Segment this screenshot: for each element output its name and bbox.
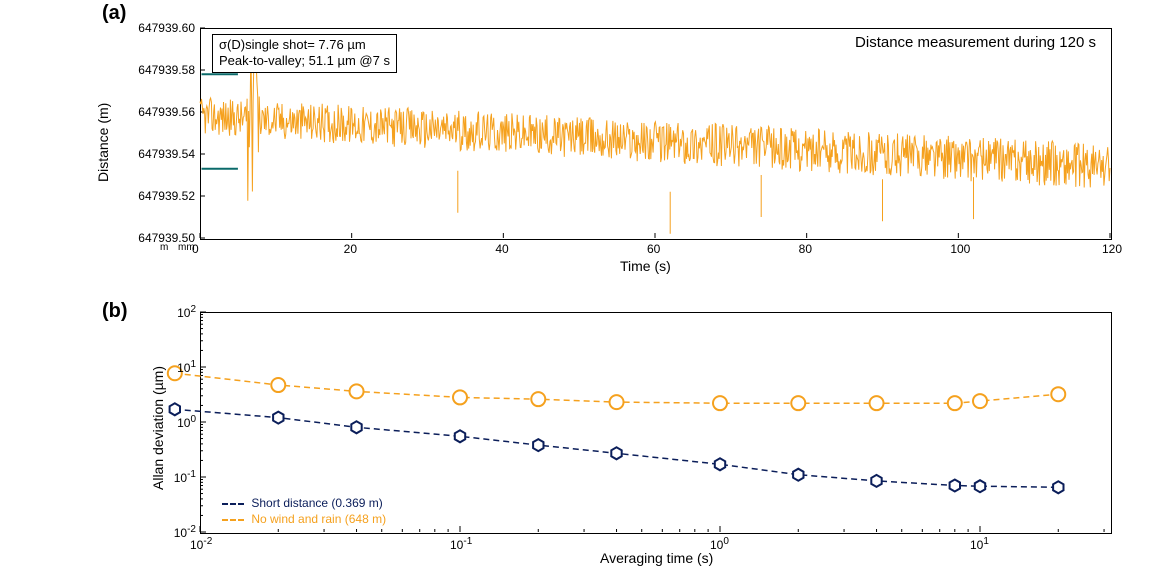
panel-a-y-title: Distance (m): [95, 103, 111, 182]
panel-b-x-title: Averaging time (s): [600, 550, 713, 566]
panel-a-annotation-box: σ(D)single shot= 7.76 µm Peak-to-valley;…: [212, 34, 397, 73]
panel-b-ytick: 102: [162, 304, 196, 320]
panel-a-xtick: 20: [344, 242, 357, 256]
panel-b-xtick: 100: [710, 536, 729, 552]
panel-a-ytick: 647939.50: [125, 231, 195, 245]
panel-a-ytick: 647939.58: [125, 63, 195, 77]
panel-a-sigma-text: σ(D)single shot= 7.76 µm: [219, 37, 366, 52]
panel-b-ytick: 101: [162, 359, 196, 375]
panel-a-xtick: 120: [1102, 242, 1122, 256]
panel-a-label: (a): [102, 2, 126, 25]
panel-a-x-title: Time (s): [620, 258, 671, 274]
legend-no-wind: No wind and rain (648 m): [222, 512, 386, 526]
panel-b-xtick: 101: [970, 536, 989, 552]
panel-a-title-right: Distance measurement during 120 s: [855, 34, 1096, 51]
legend-nowind-label: No wind and rain (648 m): [251, 512, 386, 526]
panel-a-xtick: 100: [950, 242, 970, 256]
legend-short-distance: Short distance (0.369 m): [222, 496, 383, 510]
legend-short-label: Short distance (0.369 m): [251, 496, 382, 510]
panel-a-ytick: 647939.52: [125, 189, 195, 203]
panel-a-ytick: 647939.54: [125, 147, 195, 161]
panel-b-ytick: 10-2: [162, 524, 196, 540]
panel-a-ptv-text: Peak-to-valley; 51.1 µm @7 s: [219, 53, 390, 68]
legend-dash-icon: [222, 503, 244, 505]
panel-a-ytick: 647939.56: [125, 105, 195, 119]
panel-b-xtick: 10-1: [450, 536, 472, 552]
panel-a-xtick: 60: [647, 242, 660, 256]
panel-b-ytick: 100: [162, 414, 196, 430]
panel-a-xtick: 40: [495, 242, 508, 256]
panel-b-ytick: 10-1: [162, 469, 196, 485]
panel-a-xtick: 80: [799, 242, 812, 256]
page: (a) Distance (m) Time (s) σ(D)single sho…: [0, 0, 1156, 570]
panel-a-ytick: 647939.60: [125, 21, 195, 35]
panel-b-label: (b): [102, 300, 128, 323]
legend-dash-icon: [222, 519, 244, 521]
